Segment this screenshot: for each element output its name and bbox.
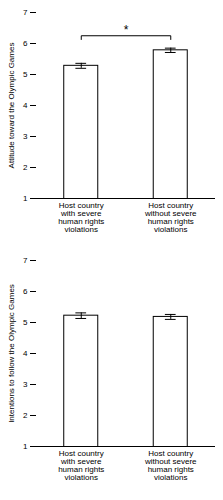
svg-text:Host countrywith severehuman r: Host countrywith severehuman rightsviola…	[58, 201, 104, 234]
svg-text:Host countrywithout severehuma: Host countrywithout severehuman rightsvi…	[144, 201, 197, 234]
svg-text:2: 2	[23, 163, 28, 172]
svg-text:Attitude toward the Olympic Ga: Attitude toward the Olympic Games	[7, 43, 16, 169]
svg-text:7: 7	[23, 256, 28, 265]
svg-text:Host countrywith severehuman r: Host countrywith severehuman rightsviola…	[58, 449, 104, 482]
svg-text:5: 5	[23, 318, 28, 327]
svg-text:3: 3	[23, 380, 28, 389]
svg-text:1: 1	[23, 442, 28, 451]
svg-text:6: 6	[23, 287, 28, 296]
svg-text:Host countrywithout severehuma: Host countrywithout severehuman rightsvi…	[144, 449, 197, 482]
svg-text:6: 6	[23, 39, 28, 48]
svg-text:Intentions to follow the Olymp: Intentions to follow the Olympic Games	[7, 284, 16, 423]
svg-text:7: 7	[23, 8, 28, 17]
svg-text:5: 5	[23, 70, 28, 79]
svg-text:4: 4	[23, 101, 28, 110]
svg-text:*: *	[124, 23, 129, 37]
svg-text:2: 2	[23, 411, 28, 420]
svg-text:1: 1	[23, 194, 28, 203]
svg-text:4: 4	[23, 349, 28, 358]
svg-text:3: 3	[23, 132, 28, 141]
